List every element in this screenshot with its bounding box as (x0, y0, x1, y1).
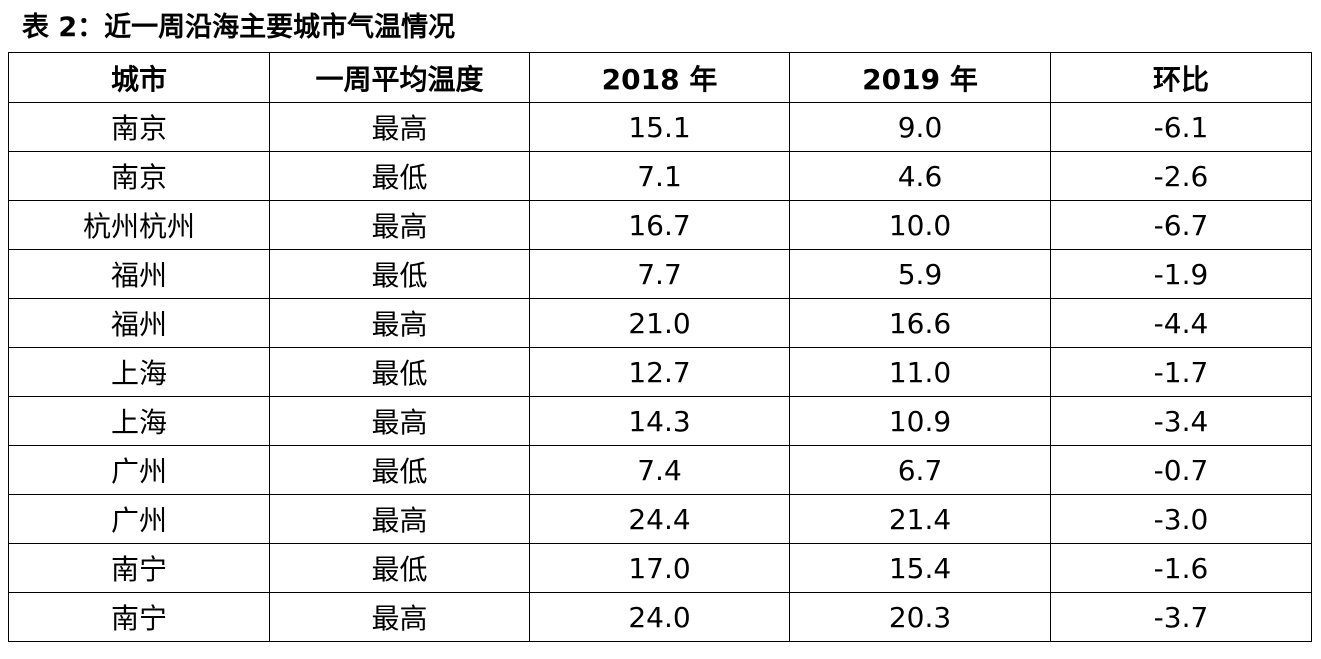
cell-change: -3.7 (1050, 592, 1312, 642)
cell-city: 南宁 (8, 543, 270, 593)
cell-value-2018: 17.0 (529, 543, 790, 593)
column-header-weekly-avg-temp: 一周平均温度 (269, 52, 530, 103)
cell-value-2019: 5.9 (789, 249, 1051, 299)
cell-temp-type: 最低 (269, 445, 530, 495)
cell-change: -0.7 (1050, 445, 1312, 495)
cell-city: 广州 (8, 494, 270, 544)
cell-change: -1.9 (1050, 249, 1312, 299)
cell-change: -3.0 (1050, 494, 1312, 544)
temperature-table: 城市 一周平均温度 2018 年 2019 年 环比 南京 最高 15.1 9.0 -6… (8, 52, 1312, 642)
table-row: 广州 最高 24.4 21.4 -3.0 (8, 494, 1312, 544)
cell-temp-type: 最高 (269, 298, 530, 348)
cell-value-2018: 7.4 (529, 445, 790, 495)
column-header-2019: 2019 年 (789, 52, 1051, 103)
cell-value-2018: 24.0 (529, 592, 790, 642)
cell-value-2019: 16.6 (789, 298, 1051, 348)
column-header-change: 环比 (1050, 52, 1312, 103)
cell-city: 杭州杭州 (8, 200, 270, 250)
cell-value-2019: 11.0 (789, 347, 1051, 397)
cell-change: -1.7 (1050, 347, 1312, 397)
cell-city: 广州 (8, 445, 270, 495)
cell-temp-type: 最高 (269, 494, 530, 544)
cell-temp-type: 最高 (269, 102, 530, 152)
cell-value-2019: 4.6 (789, 151, 1051, 201)
table-row: 福州 最低 7.7 5.9 -1.9 (8, 249, 1312, 299)
cell-value-2019: 9.0 (789, 102, 1051, 152)
cell-temp-type: 最低 (269, 249, 530, 299)
table-body: 南京 最高 15.1 9.0 -6.1 南京 最低 7.1 4.6 -2.6 杭州杭州 最高 16.7 1… (8, 102, 1312, 642)
cell-change: -6.1 (1050, 102, 1312, 152)
cell-change: -6.7 (1050, 200, 1312, 250)
cell-change: -4.4 (1050, 298, 1312, 348)
cell-value-2018: 12.7 (529, 347, 790, 397)
cell-value-2019: 10.9 (789, 396, 1051, 446)
cell-temp-type: 最高 (269, 200, 530, 250)
column-header-2018: 2018 年 (529, 52, 790, 103)
cell-city: 上海 (8, 347, 270, 397)
cell-value-2018: 24.4 (529, 494, 790, 544)
cell-value-2018: 21.0 (529, 298, 790, 348)
cell-temp-type: 最低 (269, 151, 530, 201)
table-row: 上海 最高 14.3 10.9 -3.4 (8, 396, 1312, 446)
cell-city: 福州 (8, 298, 270, 348)
cell-change: -1.6 (1050, 543, 1312, 593)
cell-value-2019: 20.3 (789, 592, 1051, 642)
cell-temp-type: 最高 (269, 396, 530, 446)
cell-value-2018: 7.7 (529, 249, 790, 299)
cell-change: -3.4 (1050, 396, 1312, 446)
table-row: 广州 最低 7.4 6.7 -0.7 (8, 445, 1312, 495)
column-header-city: 城市 (8, 52, 270, 103)
cell-value-2018: 16.7 (529, 200, 790, 250)
cell-city: 福州 (8, 249, 270, 299)
table-row: 南宁 最低 17.0 15.4 -1.6 (8, 543, 1312, 593)
cell-city: 南京 (8, 102, 270, 152)
cell-value-2019: 21.4 (789, 494, 1051, 544)
table-caption: 表 2：近一周沿海主要城市气温情况 (22, 12, 456, 43)
cell-value-2019: 15.4 (789, 543, 1051, 593)
table-row: 南京 最低 7.1 4.6 -2.6 (8, 151, 1312, 201)
table-row: 上海 最低 12.7 11.0 -1.7 (8, 347, 1312, 397)
cell-change: -2.6 (1050, 151, 1312, 201)
table-row: 福州 最高 21.0 16.6 -4.4 (8, 298, 1312, 348)
cell-value-2018: 14.3 (529, 396, 790, 446)
table-row: 杭州杭州 最高 16.7 10.0 -6.7 (8, 200, 1312, 250)
cell-city: 上海 (8, 396, 270, 446)
cell-temp-type: 最低 (269, 543, 530, 593)
header-row: 城市 一周平均温度 2018 年 2019 年 环比 (8, 52, 1312, 103)
table-row: 南宁 最高 24.0 20.3 -3.7 (8, 592, 1312, 642)
cell-temp-type: 最低 (269, 347, 530, 397)
cell-value-2019: 6.7 (789, 445, 1051, 495)
cell-city: 南京 (8, 151, 270, 201)
cell-value-2019: 10.0 (789, 200, 1051, 250)
cell-city: 南宁 (8, 592, 270, 642)
cell-value-2018: 15.1 (529, 102, 790, 152)
table-row: 南京 最高 15.1 9.0 -6.1 (8, 102, 1312, 152)
cell-value-2018: 7.1 (529, 151, 790, 201)
cell-temp-type: 最高 (269, 592, 530, 642)
